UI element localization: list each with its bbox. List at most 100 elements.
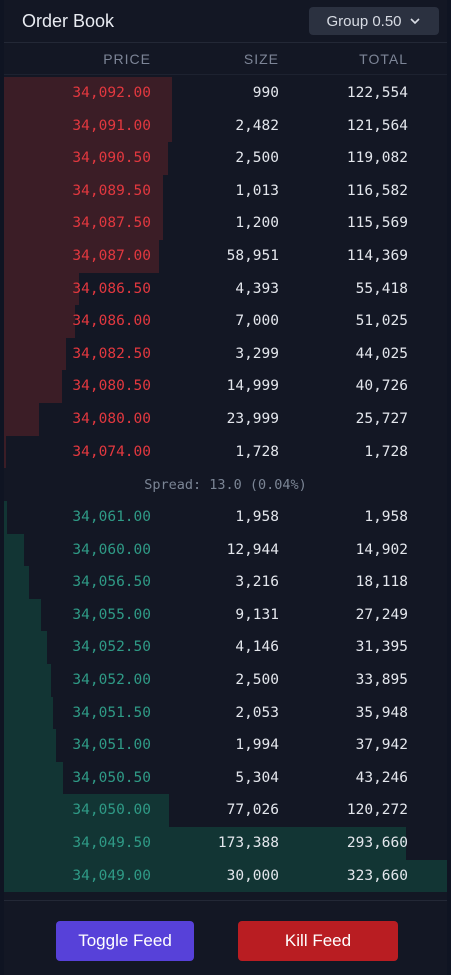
size-cell: 2,500	[235, 150, 279, 167]
ask-row: 34,090.50 2,500 119,082	[4, 142, 447, 175]
size-cell: 1,994	[235, 737, 279, 754]
total-cell: 31,395	[355, 639, 408, 656]
depth-bar	[4, 631, 47, 664]
depth-bar	[4, 402, 40, 436]
price-cell: 34,089.50	[72, 182, 151, 199]
ask-row: 34,092.00 990 122,554	[4, 77, 447, 110]
price-cell: 34,060.00	[72, 541, 151, 558]
depth-bar	[4, 305, 75, 338]
order-book-header: Order Book Group 0.50	[4, 0, 447, 43]
depth-bar	[4, 109, 173, 143]
depth-bar	[4, 598, 42, 632]
order-book-panel: Order Book Group 0.50 PRICE SIZE TOTAL 3…	[4, 0, 447, 975]
bid-row: 34,060.00 12,944 14,902	[4, 533, 447, 567]
price-cell: 34,087.50	[72, 215, 151, 232]
total-cell: 55,418	[355, 280, 408, 297]
depth-bar	[4, 566, 29, 599]
price-cell: 34,049.50	[72, 834, 151, 851]
size-cell: 1,958	[235, 509, 279, 525]
footer: Toggle Feed Kill Feed	[4, 900, 447, 975]
total-cell: 18,118	[355, 574, 408, 591]
size-cell: 1,013	[235, 182, 279, 199]
kill-feed-button[interactable]: Kill Feed	[238, 921, 398, 961]
bids-list: 34,061.00 1,958 1,958 34,060.00 12,944 14,902…	[4, 501, 447, 893]
depth-bar	[4, 272, 80, 306]
bid-row: 34,052.50 4,146 31,395	[4, 631, 447, 664]
total-cell: 114,369	[346, 247, 408, 264]
price-cell: 34,056.50	[72, 574, 151, 591]
depth-bar	[4, 663, 51, 697]
price-cell: 34,080.00	[72, 410, 151, 427]
asks-list: 34,092.00 990 122,554 34,091.00 2,482 121,564…	[4, 77, 447, 469]
group-select[interactable]: Group 0.50	[309, 7, 439, 35]
ask-row: 34,087.00 58,951 114,369	[4, 239, 447, 273]
bid-row: 34,051.50 2,053 35,948	[4, 696, 447, 730]
depth-bar	[4, 501, 7, 534]
total-cell: 33,895	[355, 671, 408, 688]
depth-bar	[4, 761, 64, 795]
size-cell: 4,393	[235, 280, 279, 297]
price-cell: 34,061.00	[72, 509, 151, 525]
total-cell: 40,726	[355, 378, 408, 395]
size-cell: 1,728	[235, 443, 279, 460]
bid-row: 34,056.50 3,216 18,118	[4, 566, 447, 599]
price-cell: 34,051.50	[72, 704, 151, 721]
price-cell: 34,092.00	[72, 85, 151, 101]
price-cell: 34,050.50	[72, 769, 151, 786]
size-cell: 2,482	[235, 117, 279, 134]
bid-row: 34,055.00 9,131 27,249	[4, 598, 447, 632]
size-cell: 5,304	[235, 769, 279, 786]
total-cell: 120,272	[346, 802, 408, 819]
size-column-header: SIZE	[243, 51, 279, 67]
price-cell: 34,090.50	[72, 150, 151, 167]
ask-row: 34,074.00 1,728 1,728	[4, 435, 447, 469]
column-headers: PRICE SIZE TOTAL	[4, 44, 447, 75]
size-cell: 173,388	[217, 834, 279, 851]
ask-row: 34,086.50 4,393 55,418	[4, 272, 447, 306]
ask-row: 34,089.50 1,013 116,582	[4, 174, 447, 208]
size-cell: 30,000	[226, 867, 279, 884]
total-column-header: TOTAL	[359, 51, 408, 67]
price-cell: 34,052.00	[72, 671, 151, 688]
depth-bar	[4, 174, 164, 208]
total-cell: 119,082	[346, 150, 408, 167]
total-cell: 27,249	[355, 606, 408, 623]
ask-row: 34,080.00 23,999 25,727	[4, 402, 447, 436]
price-cell: 34,086.00	[72, 313, 151, 330]
price-cell: 34,055.00	[72, 606, 151, 623]
bid-row: 34,061.00 1,958 1,958	[4, 501, 447, 534]
depth-bar	[4, 696, 54, 730]
total-cell: 1,728	[364, 443, 408, 460]
total-cell: 25,727	[355, 410, 408, 427]
depth-bar	[4, 77, 173, 110]
total-cell: 37,942	[355, 737, 408, 754]
total-cell: 35,948	[355, 704, 408, 721]
ask-row: 34,082.50 3,299 44,025	[4, 337, 447, 371]
price-cell: 34,091.00	[72, 117, 151, 134]
depth-bar	[4, 826, 406, 860]
total-cell: 293,660	[346, 834, 408, 851]
total-cell: 43,246	[355, 769, 408, 786]
depth-bar	[4, 794, 169, 827]
spread-label: Spread: 13.0 (0.04%)	[144, 477, 307, 493]
bid-row: 34,049.50 173,388 293,660	[4, 826, 447, 860]
price-cell: 34,049.00	[72, 867, 151, 884]
page-title: Order Book	[22, 11, 115, 31]
bid-row: 34,050.00 77,026 120,272	[4, 794, 447, 827]
toggle-feed-button[interactable]: Toggle Feed	[56, 921, 194, 961]
total-cell: 1,958	[364, 509, 408, 525]
size-cell: 4,146	[235, 639, 279, 656]
price-cell: 34,050.00	[72, 802, 151, 819]
ask-row: 34,086.00 7,000 51,025	[4, 305, 447, 338]
price-cell: 34,086.50	[72, 280, 151, 297]
total-cell: 116,582	[346, 182, 408, 199]
depth-bar	[4, 370, 62, 403]
total-cell: 122,554	[346, 85, 408, 101]
price-column-header: PRICE	[103, 51, 151, 67]
ask-row: 34,091.00 2,482 121,564	[4, 109, 447, 143]
depth-bar	[4, 729, 56, 762]
total-cell: 14,902	[355, 541, 408, 558]
size-cell: 2,500	[235, 671, 279, 688]
depth-bar	[4, 337, 67, 371]
depth-bar	[4, 142, 168, 175]
